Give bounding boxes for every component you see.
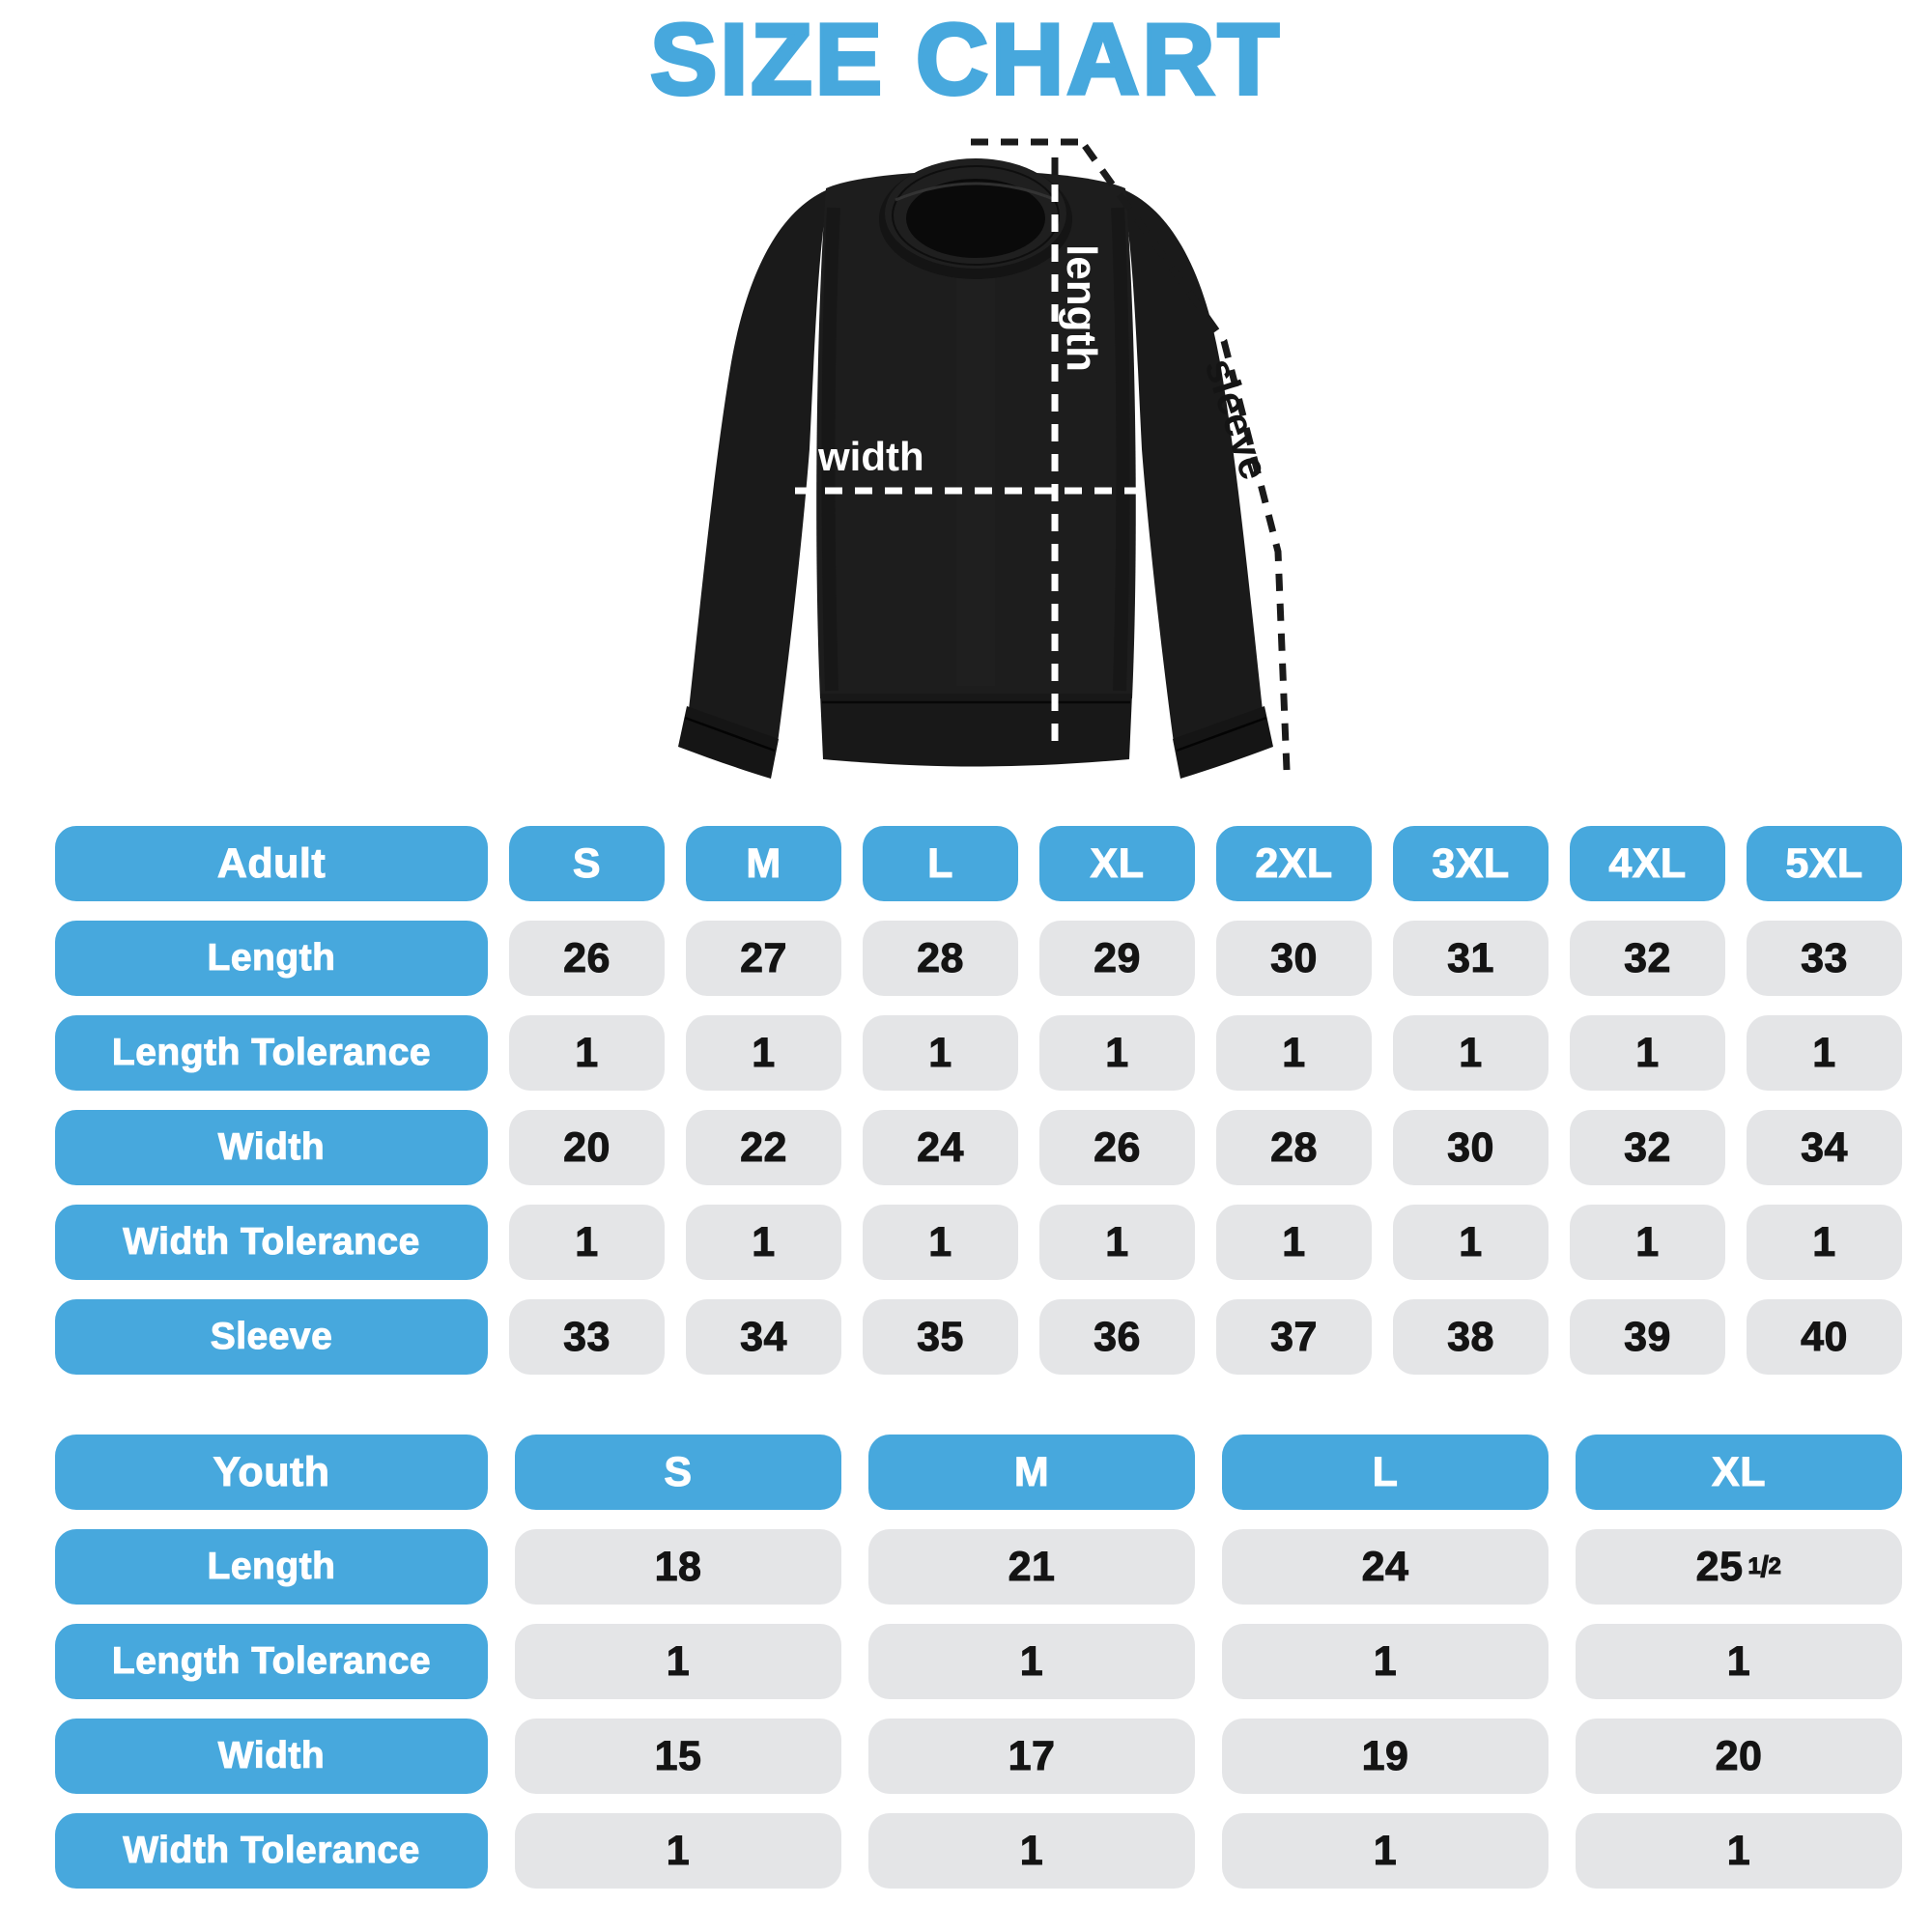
- fraction-slash: /: [1760, 1549, 1770, 1584]
- value-cell: 37: [1216, 1299, 1372, 1375]
- value-cell: 31: [1393, 921, 1548, 996]
- youth-table-header: Youth: [55, 1435, 488, 1510]
- value-cell: 28: [1216, 1110, 1372, 1185]
- row-label-length: Length: [55, 921, 488, 996]
- width-label: width: [817, 434, 924, 479]
- adult-table-header: Adult: [55, 826, 488, 901]
- value-cell: 1: [1222, 1624, 1548, 1699]
- youth-size-col-header-s: S: [515, 1435, 841, 1510]
- value-cell: 1: [863, 1205, 1018, 1280]
- sweatshirt-graphic: width length sleeve: [678, 138, 1291, 779]
- youth-size-col-header-xl: XL: [1576, 1435, 1902, 1510]
- size-col-header-xl: XL: [1039, 826, 1195, 901]
- youth-size-col-header-l: L: [1222, 1435, 1548, 1510]
- value-cell: 21: [868, 1529, 1195, 1605]
- value-cell: 1: [1393, 1205, 1548, 1280]
- value-cell: 1: [1222, 1813, 1548, 1889]
- page-title: SIZE CHART: [648, 4, 1282, 116]
- value-cell: 24: [1222, 1529, 1548, 1605]
- row-label-length-tolerance: Length Tolerance: [55, 1015, 488, 1091]
- size-col-header-4xl: 4XL: [1570, 826, 1725, 901]
- value-cell: 19: [1222, 1719, 1548, 1794]
- value-cell: 1: [1576, 1813, 1902, 1889]
- row-label-width: Width: [55, 1719, 488, 1794]
- value-cell: 39: [1570, 1299, 1725, 1375]
- size-col-header-s: S: [509, 826, 665, 901]
- value-cell: 1: [1570, 1205, 1725, 1280]
- value-cell: 34: [1747, 1110, 1902, 1185]
- value-cell: 1: [868, 1624, 1195, 1699]
- value-cell: 34: [686, 1299, 841, 1375]
- value-cell: 20: [509, 1110, 665, 1185]
- value-cell: 29: [1039, 921, 1195, 996]
- value-cell: 33: [1747, 921, 1902, 996]
- row-label-width-tolerance: Width Tolerance: [55, 1205, 488, 1280]
- row-label-sleeve: Sleeve: [55, 1299, 488, 1375]
- fraction-numerator: 1: [1747, 1553, 1762, 1580]
- value-cell: 1: [686, 1205, 841, 1280]
- youth-size-col-header-m: M: [868, 1435, 1195, 1510]
- value-cell: 1: [686, 1015, 841, 1091]
- value-cell: 1: [1570, 1015, 1725, 1091]
- value-cell: 32: [1570, 921, 1725, 996]
- value-cell: 15: [515, 1719, 841, 1794]
- value-cell: 18: [515, 1529, 841, 1605]
- value-cell: 20: [1576, 1719, 1902, 1794]
- row-label-width-tolerance: Width Tolerance: [55, 1813, 488, 1889]
- value-cell: 26: [509, 921, 665, 996]
- value-cell: 1: [1576, 1624, 1902, 1699]
- size-col-header-5xl: 5XL: [1747, 826, 1902, 901]
- value-cell: 1: [1216, 1015, 1372, 1091]
- value-main: 25: [1695, 1543, 1744, 1590]
- value-cell: 1: [515, 1813, 841, 1889]
- value-cell: 32: [1570, 1110, 1725, 1185]
- size-col-header-l: L: [863, 826, 1018, 901]
- fraction-denominator: 2: [1768, 1553, 1782, 1580]
- value-cell: 1: [509, 1015, 665, 1091]
- value-cell: 40: [1747, 1299, 1902, 1375]
- value-cell: 30: [1393, 1110, 1548, 1185]
- value-cell: 1: [1747, 1205, 1902, 1280]
- value-cell: 26: [1039, 1110, 1195, 1185]
- value-cell-with-fraction: 25 1/2: [1576, 1529, 1902, 1605]
- row-label-width: Width: [55, 1110, 488, 1185]
- length-label: length: [1058, 244, 1105, 372]
- adult-size-table: Adult S M L XL 2XL 3XL 4XL 5XL Length 26…: [55, 826, 1902, 1375]
- value-cell: 1: [1039, 1205, 1195, 1280]
- value-cell: 1: [1393, 1015, 1548, 1091]
- value-cell: 30: [1216, 921, 1372, 996]
- value-cell: 1: [515, 1624, 841, 1699]
- value-cell: 28: [863, 921, 1018, 996]
- value-cell: 33: [509, 1299, 665, 1375]
- size-col-header-m: M: [686, 826, 841, 901]
- row-label-length-tolerance: Length Tolerance: [55, 1624, 488, 1699]
- size-col-header-2xl: 2XL: [1216, 826, 1372, 901]
- value-cell: 27: [686, 921, 841, 996]
- value-cell: 22: [686, 1110, 841, 1185]
- value-cell: 17: [868, 1719, 1195, 1794]
- value-cell: 1: [1216, 1205, 1372, 1280]
- value-cell: 35: [863, 1299, 1018, 1375]
- value-cell: 24: [863, 1110, 1018, 1185]
- youth-size-table: Youth S M L XL Length 18 21 24 25 1/2 Len…: [55, 1435, 1902, 1889]
- value-cell: 1: [509, 1205, 665, 1280]
- row-label-length: Length: [55, 1529, 488, 1605]
- sweatshirt-measurement-diagram: width length sleeve: [633, 130, 1319, 807]
- value-cell: 1: [863, 1015, 1018, 1091]
- value-cell: 36: [1039, 1299, 1195, 1375]
- value-cell: 38: [1393, 1299, 1548, 1375]
- sleeve-dashed-line: [1082, 143, 1291, 771]
- value-cell: 1: [1039, 1015, 1195, 1091]
- value-cell: 1: [1747, 1015, 1902, 1091]
- size-col-header-3xl: 3XL: [1393, 826, 1548, 901]
- value-cell: 1: [868, 1813, 1195, 1889]
